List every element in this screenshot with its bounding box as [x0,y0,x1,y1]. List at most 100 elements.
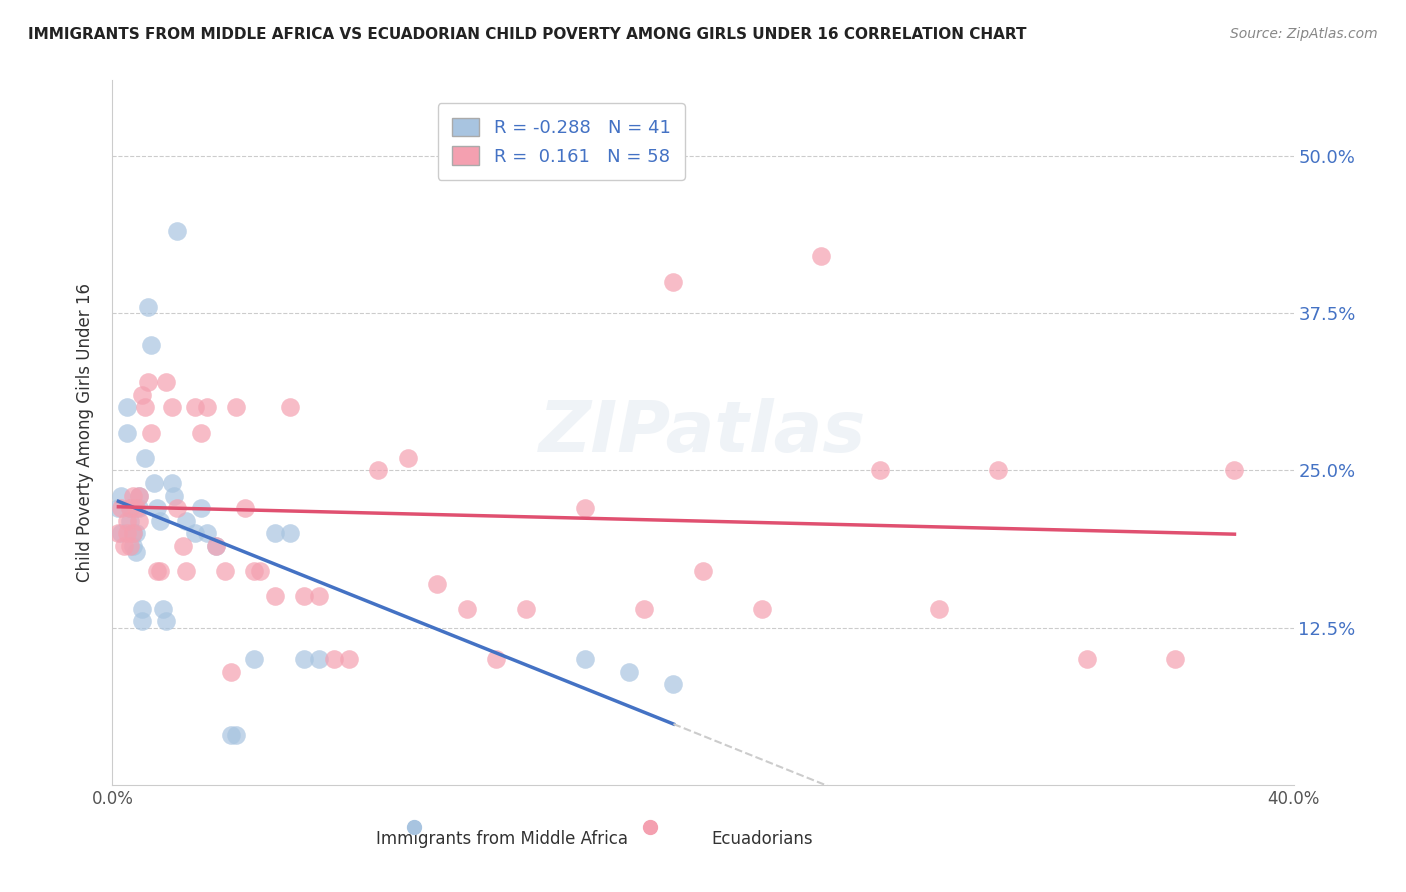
Point [146,564,169,578]
Point [163,489,186,503]
Point [367,463,389,477]
Point [110,526,132,541]
Text: IMMIGRANTS FROM MIDDLE AFRICA VS ECUADORIAN CHILD POVERTY AMONG GIRLS UNDER 16 C: IMMIGRANTS FROM MIDDLE AFRICA VS ECUADOR… [28,27,1026,42]
Point [278,401,301,415]
Point [195,401,218,415]
Point [166,501,188,516]
Point [619,665,641,679]
Point [751,601,773,615]
Point [174,564,197,578]
Point [1164,652,1187,666]
Point [214,564,236,578]
Point [117,401,138,415]
Point [308,589,330,603]
Point [122,526,145,541]
Point [195,526,218,541]
Text: Immigrants from Middle Africa: Immigrants from Middle Africa [377,830,628,848]
Text: Ecuadorians: Ecuadorians [711,830,813,848]
Point [160,401,183,415]
Legend: R = -0.288   N = 41, R =  0.161   N = 58: R = -0.288 N = 41, R = 0.161 N = 58 [437,103,685,180]
Point [603,149,626,163]
Point [810,250,832,264]
Point [243,564,266,578]
Point [149,564,172,578]
Point [574,652,596,666]
Point [110,489,132,503]
Point [219,665,242,679]
Point [172,539,194,553]
Text: Source: ZipAtlas.com: Source: ZipAtlas.com [1230,27,1378,41]
Point [485,652,508,666]
Point [264,526,287,541]
Point [225,728,247,742]
Point [243,652,266,666]
Point [146,501,169,516]
Y-axis label: Child Poverty Among Girls Under 16: Child Poverty Among Girls Under 16 [76,283,94,582]
Point [110,501,132,516]
Point [928,601,950,615]
Point [174,514,197,528]
Point [139,337,162,351]
Point [136,300,159,314]
Text: ZIPatlas: ZIPatlas [540,398,866,467]
Point [233,501,256,516]
Point [160,475,183,490]
Point [225,401,247,415]
Point [219,728,242,742]
Point [134,401,156,415]
Point [662,275,685,289]
Point [264,589,287,603]
Point [456,601,478,615]
Point [574,501,596,516]
Point [128,489,150,503]
Point [136,376,159,390]
Point [112,539,135,553]
Point [107,526,129,541]
Point [1223,463,1246,477]
Point [396,450,419,465]
Point [184,526,207,541]
Point [128,514,150,528]
Point [155,615,177,629]
Point [692,564,714,578]
Point [134,450,156,465]
Point [662,677,685,691]
Point [278,526,301,541]
Point [120,501,142,516]
Point [131,388,153,402]
Point [149,514,172,528]
Point [152,601,174,615]
Point [292,652,315,666]
Point [190,425,212,440]
Point [117,514,138,528]
Point [166,224,188,238]
Point [122,539,145,553]
Point [128,489,150,503]
Point [855,854,877,868]
Point [323,652,346,666]
Point [142,475,165,490]
Point [128,501,150,516]
Point [120,501,142,516]
Point [1076,652,1098,666]
Point [205,539,228,553]
Point [131,615,153,629]
Point [122,489,145,503]
Point [125,545,148,559]
Point [122,526,145,541]
Point [869,463,891,477]
Point [131,601,153,615]
Point [987,463,1010,477]
Point [120,539,142,553]
Point [117,526,138,541]
Point [515,601,537,615]
Point [125,501,148,516]
Point [117,425,138,440]
Point [155,376,177,390]
Point [249,564,271,578]
Point [426,576,449,591]
Point [184,401,207,415]
Point [292,589,315,603]
Point [190,501,212,516]
Point [633,601,655,615]
